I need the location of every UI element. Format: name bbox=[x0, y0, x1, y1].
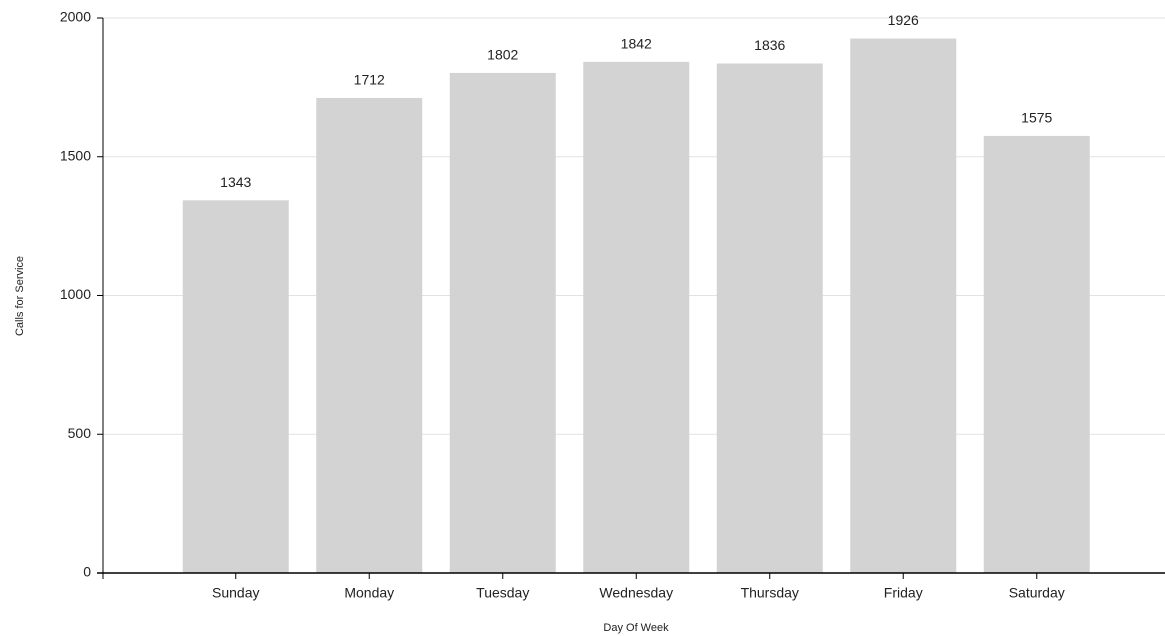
data-label: 1575 bbox=[1021, 110, 1052, 126]
x-tick-label: Tuesday bbox=[476, 585, 529, 601]
x-axis-label: Day Of Week bbox=[603, 622, 669, 634]
bar bbox=[182, 200, 289, 573]
data-label: 1712 bbox=[354, 72, 385, 88]
y-tick-label: 1000 bbox=[60, 286, 91, 302]
bar bbox=[983, 135, 1090, 573]
x-tick-label: Friday bbox=[884, 585, 923, 601]
x-tick-label: Sunday bbox=[212, 585, 259, 601]
y-tick-label: 1500 bbox=[60, 147, 91, 163]
data-label: 1842 bbox=[621, 36, 652, 52]
bar bbox=[716, 63, 823, 573]
y-tick-label: 2000 bbox=[60, 9, 91, 25]
data-label: 1802 bbox=[487, 47, 518, 63]
data-label: 1926 bbox=[888, 12, 919, 28]
x-tick-label: Saturday bbox=[1009, 585, 1065, 601]
y-tick-label: 500 bbox=[68, 425, 92, 441]
bar bbox=[449, 72, 556, 573]
y-tick-label: 0 bbox=[83, 564, 91, 580]
data-label: 1343 bbox=[220, 174, 251, 190]
bar bbox=[316, 97, 423, 574]
y-axis-label: Calls for Service bbox=[14, 256, 26, 336]
x-tick-label: Wednesday bbox=[599, 585, 673, 601]
x-tick-label: Thursday bbox=[741, 585, 799, 601]
data-label: 1836 bbox=[754, 37, 785, 53]
bar bbox=[850, 38, 957, 574]
bar bbox=[583, 61, 690, 573]
x-tick-label: Monday bbox=[344, 585, 394, 601]
